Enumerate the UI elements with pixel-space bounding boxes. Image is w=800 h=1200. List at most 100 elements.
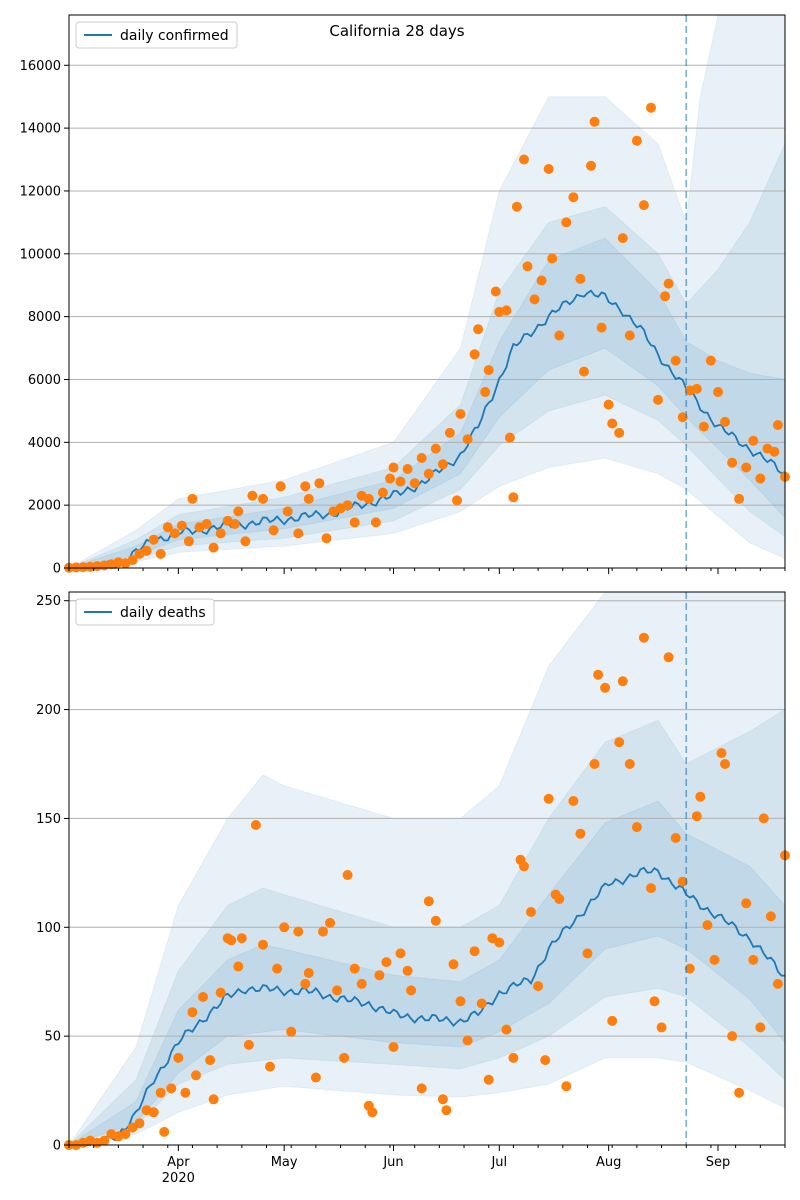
data-point [709,954,720,965]
data-point [416,1083,427,1094]
data-point [741,462,752,473]
data-point [586,160,596,171]
data-point [258,939,268,950]
x-tick-label: Aug [596,1155,621,1170]
x-tick-label: Sep [706,1155,731,1170]
data-point [536,275,547,286]
x-tick-label: Jun [382,1155,403,1170]
data-point [677,876,688,887]
data-point [318,926,328,937]
data-point [342,870,353,880]
data-point [568,192,579,203]
gridlines [69,600,785,1037]
data-point [409,478,420,489]
data-point [406,985,417,996]
y-tick-label: 14000 [20,122,61,137]
data-point [183,536,194,547]
legend-box [75,21,238,49]
data-point [247,490,258,501]
data-point [176,520,187,531]
data-point [473,324,484,335]
data-point [162,522,173,533]
data-point [402,464,413,474]
data-point [452,495,462,506]
data-point [663,652,674,663]
data-point [547,253,558,264]
data-point [332,985,343,996]
y-tick-label: 8000 [28,310,61,325]
y-tick-label: 50 [44,1030,61,1045]
data-point [300,978,311,989]
data-point [430,915,441,926]
data-point [589,759,600,769]
data-point [455,409,466,419]
data-point [638,632,649,643]
observed-points [64,632,790,1150]
data-point [670,355,681,366]
legend: daily deaths [75,598,215,626]
data-point [367,1107,378,1118]
data-point [385,473,395,484]
data-point [561,217,572,228]
data-point [293,926,304,937]
data-point [71,562,82,573]
data-point [649,996,660,1007]
data-point [617,676,628,687]
data-point [201,519,212,529]
data-point [370,517,381,528]
data-point [275,481,286,492]
x-tick-label: May [271,1155,298,1170]
data-point [617,233,628,244]
data-point [579,366,589,377]
data-point [501,1024,512,1035]
data-point [660,291,671,302]
data-point [483,1074,494,1085]
data-point [198,992,208,1002]
data-point [614,737,625,748]
data-point [508,492,519,503]
data-point [755,1022,766,1033]
legend-entry: daily confirmed [120,28,229,44]
data-point [395,948,406,959]
data-point [148,1107,159,1118]
data-point [772,420,783,430]
data-point [504,432,515,443]
legend: daily confirmed [75,21,238,49]
data-point [716,748,727,759]
data-point [78,562,89,573]
observed-points [64,102,790,573]
data-point [720,416,730,427]
data-point [226,935,237,946]
data-point [663,278,674,289]
data-point [134,1118,145,1129]
data-point [705,355,716,366]
data-point [765,911,776,922]
data-point [734,493,745,504]
series-line-daily-confirmed [69,289,786,570]
data-point [395,476,406,487]
data-point [349,517,360,528]
data-point [653,394,663,405]
data-point [727,457,738,468]
data-point [141,545,152,556]
y-tick-label: 2000 [28,499,61,514]
data-point [476,998,487,1009]
data-point [127,555,138,566]
data-point [748,954,759,965]
data-point [769,446,780,457]
data-point [480,387,491,397]
data-point [554,894,565,904]
data-point [437,459,448,470]
data-point [748,435,759,446]
gridlines [69,64,785,506]
data-point [448,959,459,970]
data-point [416,453,427,463]
data-point [208,1094,219,1105]
data-point [691,383,702,394]
data-point [325,917,335,928]
data-point [741,898,752,909]
y-tick-label: 250 [36,594,61,609]
data-point [303,493,314,504]
data-point [349,963,360,974]
data-point [155,1087,166,1098]
